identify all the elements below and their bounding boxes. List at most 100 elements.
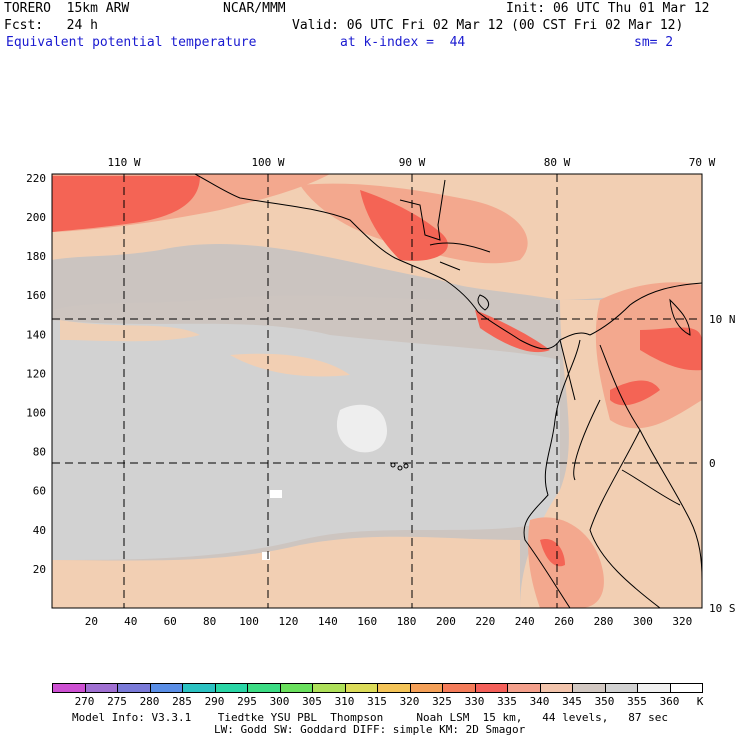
legend-value: 275 — [107, 695, 127, 708]
y-tick-label: 220 — [26, 172, 46, 185]
model-info: Model Info: V3.3.1 Tiedtke YSU PBL Thomp… — [72, 711, 669, 724]
y-tick-labels: 20 40 60 80 100 120 140 160 180 200 220 — [26, 172, 46, 576]
x-tick-label: 300 — [633, 615, 653, 628]
legend-swatch — [377, 683, 411, 693]
legend-value: 345 — [562, 695, 582, 708]
field-red-costa-rica — [475, 310, 550, 353]
legend-value: 320 — [399, 695, 420, 708]
legend-swatch — [84, 683, 118, 693]
legend-value: 335 — [497, 695, 517, 708]
plot-frame — [51, 173, 703, 609]
x-tick-label: 100 — [239, 615, 259, 628]
legend-value: 315 — [367, 695, 387, 708]
field-name: Equivalent potential temperature — [6, 35, 257, 50]
lon-label: 100 W — [251, 156, 284, 169]
y-tick-label: 180 — [26, 250, 46, 263]
legend-swatch — [344, 683, 378, 693]
field-white-speck — [270, 490, 282, 498]
y-tick-label: 60 — [33, 485, 46, 498]
field-red-nw — [52, 176, 200, 232]
legend-swatch — [442, 683, 476, 693]
legend-swatch — [52, 683, 86, 693]
x-tick-label: 80 — [203, 615, 216, 628]
x-tick-label: 40 — [124, 615, 137, 628]
field-red-guatemala — [360, 190, 448, 261]
y-tick-label: 140 — [26, 328, 46, 341]
legend-swatch — [247, 683, 281, 693]
coastlines — [194, 174, 702, 608]
legend-value: 280 — [139, 695, 160, 708]
legend-value: 340 — [529, 695, 550, 708]
y-tick-label: 200 — [26, 211, 46, 224]
y-tick-label: 100 — [26, 407, 46, 420]
legend-swatch — [149, 683, 183, 693]
graticule — [52, 174, 702, 608]
x-tick-label: 220 — [475, 615, 495, 628]
init-time: Init: 06 UTC Thu 01 Mar 12 — [506, 1, 710, 16]
legend-swatch — [279, 683, 313, 693]
center-name: NCAR/MMM — [223, 1, 286, 16]
map-field — [52, 174, 702, 608]
field-red-venezuela — [640, 327, 702, 371]
lat-label: 10 N — [709, 313, 736, 326]
legend-swatch — [409, 683, 443, 693]
forecast-hour: Fcst: 24 h — [4, 18, 98, 33]
field-peach-bottom — [52, 536, 520, 608]
valid-time: Valid: 06 UTC Fri 02 Mar 12 (00 CST Fri … — [292, 18, 684, 33]
legend-value: 300 — [269, 695, 290, 708]
field-peach-patch2 — [230, 353, 350, 377]
smoothing: sm= 2 — [634, 35, 674, 50]
x-tick-label: 180 — [397, 615, 417, 628]
legend-swatch — [214, 683, 248, 693]
model-physics: LW: Godd SW: Goddard DIFF: simple KM: 2D… — [214, 723, 526, 736]
y-tick-label: 20 — [33, 563, 46, 576]
y-tick-label: 80 — [33, 446, 46, 459]
legend-swatch — [312, 683, 346, 693]
legend-value: 330 — [464, 695, 485, 708]
field-light-patch — [336, 404, 388, 453]
legend-unit: K — [696, 695, 704, 708]
legend-swatch — [474, 683, 508, 693]
legend-value: 350 — [594, 695, 615, 708]
lat-label: 0 — [709, 457, 716, 470]
lon-label: 110 W — [107, 156, 140, 169]
legend-value: 355 — [627, 695, 647, 708]
x-tick-label: 120 — [278, 615, 298, 628]
legend-value: 270 — [74, 695, 95, 708]
x-tick-label: 160 — [357, 615, 377, 628]
field-peach-patch — [60, 320, 200, 342]
legend-swatch — [637, 683, 671, 693]
legend-value: 290 — [204, 695, 225, 708]
longitude-labels: 110 W 100 W 90 W 80 W 70 W — [107, 156, 715, 169]
legend-value: 295 — [237, 695, 257, 708]
legend-swatch — [117, 683, 151, 693]
x-tick-label: 280 — [594, 615, 614, 628]
lon-label: 80 W — [544, 156, 571, 169]
y-tick-label: 120 — [26, 367, 46, 380]
x-tick-label: 200 — [436, 615, 456, 628]
legend-swatch — [572, 683, 606, 693]
y-tick-label: 40 — [33, 524, 46, 537]
lat-label: 10 S — [709, 602, 736, 615]
model-name: TORERO 15km ARW — [4, 1, 130, 16]
x-tick-label: 60 — [164, 615, 177, 628]
legend-value: 285 — [172, 695, 192, 708]
field-red-peru — [540, 539, 565, 567]
legend-swatch — [539, 683, 573, 693]
lon-label: 90 W — [399, 156, 426, 169]
x-tick-labels: 20 40 60 80 100 120 140 160 180 200 220 240 260 280 30… — [85, 615, 692, 628]
x-tick-label: 20 — [85, 615, 98, 628]
field-white-speck2 — [262, 552, 270, 560]
x-tick-label: 260 — [554, 615, 574, 628]
y-tick-label: 160 — [26, 289, 46, 302]
legend-swatch — [507, 683, 541, 693]
x-tick-label: 140 — [318, 615, 338, 628]
lon-label: 70 W — [689, 156, 716, 169]
legend-swatch — [182, 683, 216, 693]
field-grey-band — [52, 320, 560, 560]
legend-value: 310 — [334, 695, 355, 708]
x-tick-label: 240 — [515, 615, 535, 628]
legend-value: 325 — [432, 695, 452, 708]
level-index: at k-index = 44 — [340, 35, 466, 50]
